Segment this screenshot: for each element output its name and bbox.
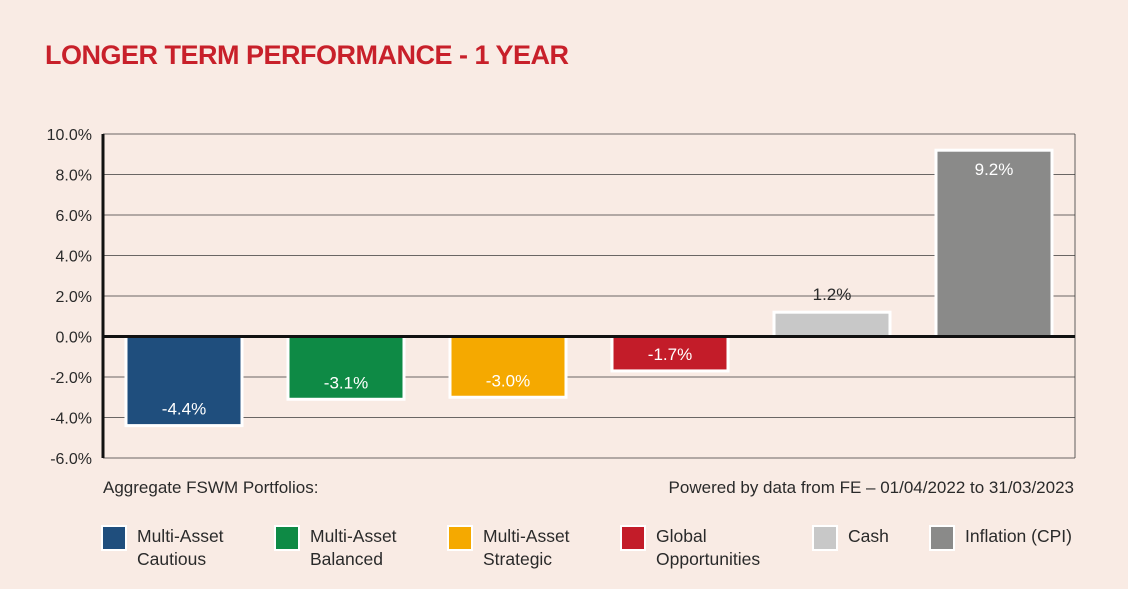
data-label: -1.7% — [648, 345, 692, 364]
bar-chart: 10.0% 8.0% 6.0% 4.0% 2.0% 0.0% -2.0% -4.0% -6.0%… — [47, 127, 1076, 468]
bar — [934, 148, 1054, 338]
portfolios-note: Aggregate FSWM Portfolios: — [103, 478, 319, 497]
chart-title: LONGER TERM PERFORMANCE - 1 YEAR — [45, 40, 569, 70]
legend-swatch — [812, 525, 838, 551]
legend-label: Multi-Asset Cautious — [137, 526, 224, 569]
legend-label: Multi-Asset Strategic — [483, 526, 570, 569]
legend-item-multi-asset-strategic: Multi-Asset Strategic — [447, 524, 570, 571]
y-tick-label: 6.0% — [56, 208, 92, 225]
legend-item-cash: Cash — [812, 524, 889, 551]
legend-swatch — [620, 525, 646, 551]
legend-swatch — [929, 525, 955, 551]
y-tick-label: 0.0% — [56, 330, 92, 347]
legend-item-global-opportunities: Global Opportunities — [620, 524, 760, 571]
chart-legend: Multi-Asset Cautious Multi-Asset Balance… — [0, 524, 1128, 584]
legend-swatch — [274, 525, 300, 551]
legend-label: Global Opportunities — [656, 526, 761, 569]
legend-label: Multi-Asset Balanced — [310, 526, 397, 569]
bar — [772, 310, 892, 339]
data-label: -3.0% — [486, 371, 530, 390]
legend-item-inflation-cpi: Inflation (CPI) — [929, 524, 1072, 551]
legend-swatch — [101, 525, 127, 551]
legend-label: Cash — [848, 526, 889, 546]
bar — [448, 335, 568, 399]
y-tick-label: 4.0% — [56, 249, 92, 266]
data-label: 9.2% — [975, 160, 1014, 179]
legend-swatch — [447, 525, 473, 551]
data-source-note: Powered by data from FE – 01/04/2022 to … — [668, 478, 1074, 497]
bar — [124, 335, 244, 428]
legend-item-multi-asset-cautious: Multi-Asset Cautious — [101, 524, 224, 571]
y-tick-label: -2.0% — [50, 370, 92, 387]
data-label: -4.4% — [162, 400, 206, 419]
y-tick-label: 8.0% — [56, 168, 92, 185]
y-tick-label: 2.0% — [56, 289, 92, 306]
legend-item-multi-asset-balanced: Multi-Asset Balanced — [274, 524, 397, 571]
y-tick-label: -6.0% — [50, 451, 92, 468]
data-label: 1.2% — [813, 285, 852, 304]
y-tick-label: -4.0% — [50, 411, 92, 428]
y-tick-label: 10.0% — [47, 127, 92, 144]
legend-label: Inflation (CPI) — [965, 526, 1072, 546]
bar — [610, 335, 730, 373]
data-label: -3.1% — [324, 373, 368, 392]
